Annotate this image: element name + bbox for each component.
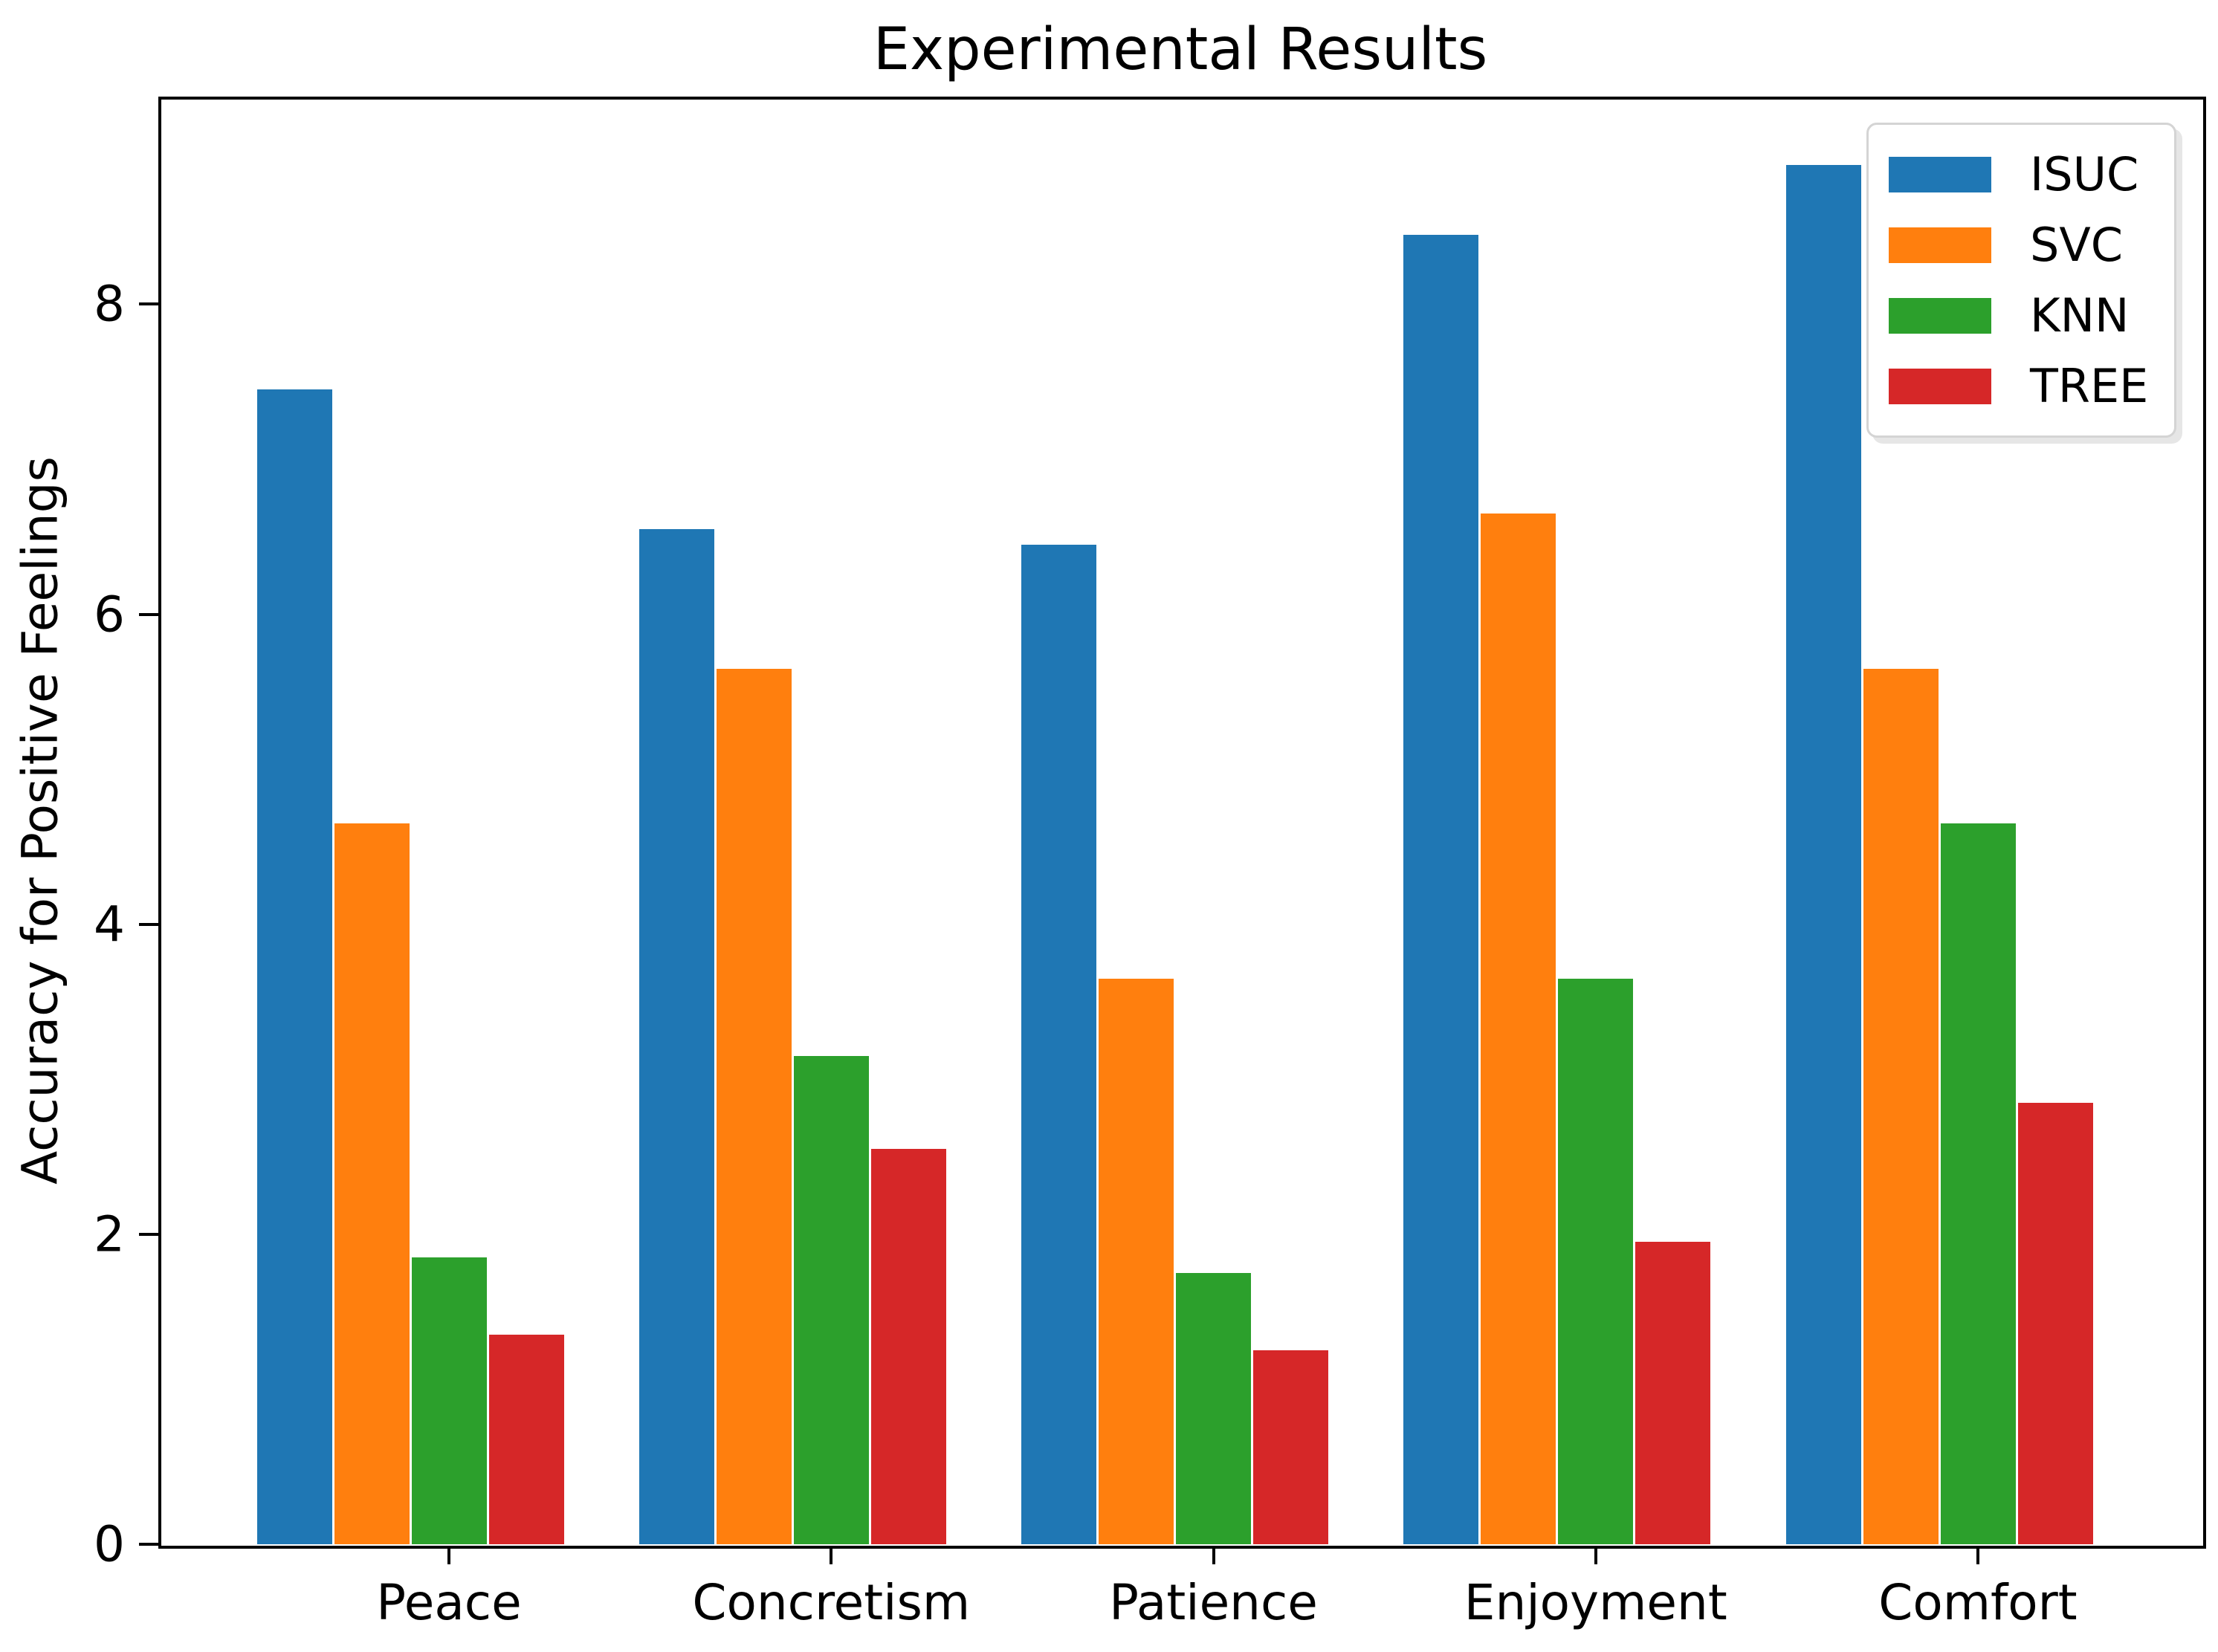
y-tick-mark-8 — [139, 302, 159, 306]
bar-TREE-Concretism — [870, 1149, 946, 1544]
x-tick-label-Peace: Peace — [376, 1574, 522, 1631]
bar-TREE-Patience — [1253, 1350, 1328, 1544]
x-tick-label-Patience: Patience — [1109, 1574, 1318, 1631]
bar-ISUC-Enjoyment — [1403, 234, 1479, 1544]
legend-item-SVC: SVC — [1889, 218, 2144, 272]
y-axis-label: Accuracy for Positive Feelings — [11, 456, 69, 1185]
bar-KNN-Comfort — [1940, 823, 2016, 1544]
legend-label-ISUC: ISUC — [2030, 147, 2139, 201]
legend-item-KNN: KNN — [1889, 288, 2144, 343]
y-tick-mark-2 — [139, 1232, 159, 1236]
legend-swatch-KNN — [1889, 297, 1991, 334]
x-tick-label-Comfort: Comfort — [1878, 1574, 2078, 1631]
x-tick-label-Concretism: Concretism — [692, 1574, 971, 1631]
bar-TREE-Comfort — [2017, 1102, 2093, 1544]
y-tick-label-2: 2 — [94, 1205, 125, 1263]
x-tick-label-Enjoyment: Enjoyment — [1464, 1574, 1727, 1631]
x-tick-mark-Enjoyment — [1594, 1546, 1597, 1564]
bar-ISUC-Comfort — [1785, 164, 1861, 1544]
bar-TREE-Enjoyment — [1635, 1242, 1711, 1544]
bar-SVC-Peace — [334, 823, 410, 1544]
y-tick-mark-6 — [139, 612, 159, 616]
legend-swatch-TREE — [1889, 368, 1991, 404]
x-tick-mark-Concretism — [830, 1546, 833, 1564]
legend-swatch-ISUC — [1889, 156, 1991, 192]
y-tick-label-0: 0 — [94, 1515, 125, 1573]
bar-KNN-Enjoyment — [1558, 978, 1634, 1544]
y-tick-label-6: 6 — [94, 586, 125, 644]
y-tick-mark-4 — [139, 922, 159, 926]
bar-SVC-Patience — [1099, 978, 1174, 1544]
y-tick-label-4: 4 — [94, 895, 125, 953]
bar-SVC-Enjoyment — [1481, 513, 1556, 1544]
bar-KNN-Peace — [411, 1257, 487, 1544]
x-tick-mark-Comfort — [1976, 1546, 1979, 1564]
legend-label-TREE: TREE — [2030, 359, 2149, 413]
y-tick-label-8: 8 — [94, 275, 125, 333]
legend: ISUC SVC KNN TREE — [1866, 123, 2176, 438]
bar-ISUC-Peace — [256, 389, 332, 1544]
x-tick-mark-Patience — [1212, 1546, 1215, 1564]
bar-ISUC-Concretism — [638, 528, 714, 1544]
bar-KNN-Patience — [1176, 1272, 1251, 1544]
legend-swatch-SVC — [1889, 227, 1991, 263]
bar-TREE-Peace — [488, 1335, 564, 1544]
bar-ISUC-Patience — [1021, 544, 1096, 1544]
chart-title: Experimental Results — [873, 16, 1488, 83]
x-tick-mark-Peace — [447, 1546, 450, 1564]
bar-SVC-Comfort — [1863, 668, 1939, 1544]
bar-SVC-Concretism — [716, 668, 792, 1544]
y-tick-mark-0 — [139, 1543, 159, 1546]
bar-KNN-Concretism — [793, 1055, 869, 1544]
legend-item-ISUC: ISUC — [1889, 147, 2144, 201]
legend-item-TREE: TREE — [1889, 359, 2148, 413]
legend-label-SVC: SVC — [2030, 218, 2124, 272]
legend-label-KNN: KNN — [2030, 288, 2130, 343]
